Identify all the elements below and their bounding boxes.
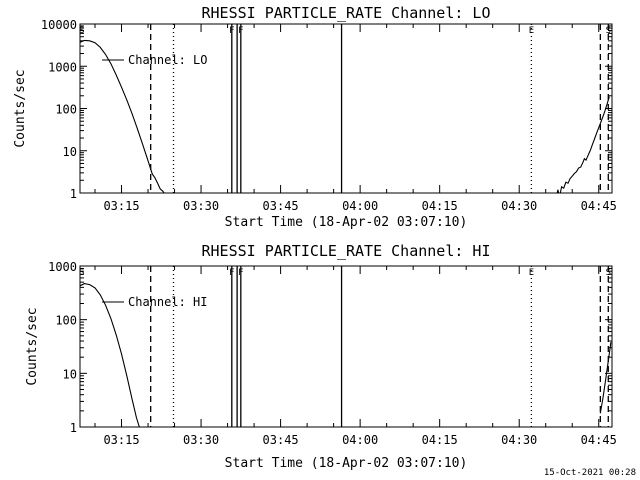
event-flag-e: E [529,268,534,278]
x-tick-label: 04:45 [581,199,617,213]
x-tick-label: 03:15 [103,199,139,213]
x-axis-label: Start Time (18-Apr-02 03:07:10) [225,215,468,230]
y-tick-label: 1 [70,187,77,201]
y-tick-label: 10 [63,145,77,159]
series-group [80,39,610,193]
x-tick-label: 04:30 [501,433,537,447]
event-flag-s: S [79,268,84,278]
plot-frame [79,265,613,428]
chart-panels: RHESSI PARTICLE_RATE Channel: LO Start Ti… [13,4,617,471]
x-tick-label: 03:45 [263,199,299,213]
legend-label: Channel: HI [128,295,207,309]
x-tick-label: 03:45 [263,433,299,447]
data-line-segment-2 [599,342,612,414]
event-flag-s: S [606,268,611,278]
data-line-segment-1 [80,283,140,427]
event-flag-f: F [229,268,234,278]
chart-panel-1: RHESSI PARTICLE_RATE Channel: LO Start Ti… [13,4,617,230]
x-tick-label: 03:30 [183,433,219,447]
y-axis-label: Counts/sec [25,307,40,385]
event-flag-f: F [229,26,234,36]
x-tick-label: 04:15 [422,433,458,447]
x-axis-label: Start Time (18-Apr-02 03:07:10) [225,456,468,471]
x-tick-label: 04:00 [342,433,378,447]
y-tick-label: 1000 [48,60,77,74]
y-tick-label: 100 [55,103,77,117]
x-tick-label: 04:15 [422,199,458,213]
y-tick-label: 10000 [41,18,77,32]
y-tick-label: 100 [55,314,77,328]
x-tick-label: 03:30 [183,199,219,213]
legend-label: Channel: LO [128,53,207,67]
data-line-segment-1 [80,39,165,193]
x-tick-label: 03:15 [103,433,139,447]
chart-title: RHESSI PARTICLE_RATE Channel: LO [202,4,491,22]
chart-panel-2: RHESSI PARTICLE_RATE Channel: HI Start Ti… [25,242,617,471]
y-tick-label: 1 [70,421,77,435]
x-tick-label: 04:45 [581,433,617,447]
event-flag-e: E [529,26,534,36]
data-line-segment-2 [556,96,610,193]
event-flag-s: S [606,26,611,36]
event-flag-f: F [238,268,243,278]
y-tick-label: 10 [63,367,77,381]
y-tick-label: 1000 [48,260,77,274]
x-tick-label: 04:30 [501,199,537,213]
x-tick-label: 04:00 [342,199,378,213]
event-flag-f: F [238,26,243,36]
series-group [80,283,612,427]
y-axis-label: Counts/sec [13,69,28,147]
footer-timestamp: 15-Oct-2021 00:28 [544,468,636,478]
event-flag-s: S [79,26,84,36]
chart-title: RHESSI PARTICLE_RATE Channel: HI [202,242,491,260]
